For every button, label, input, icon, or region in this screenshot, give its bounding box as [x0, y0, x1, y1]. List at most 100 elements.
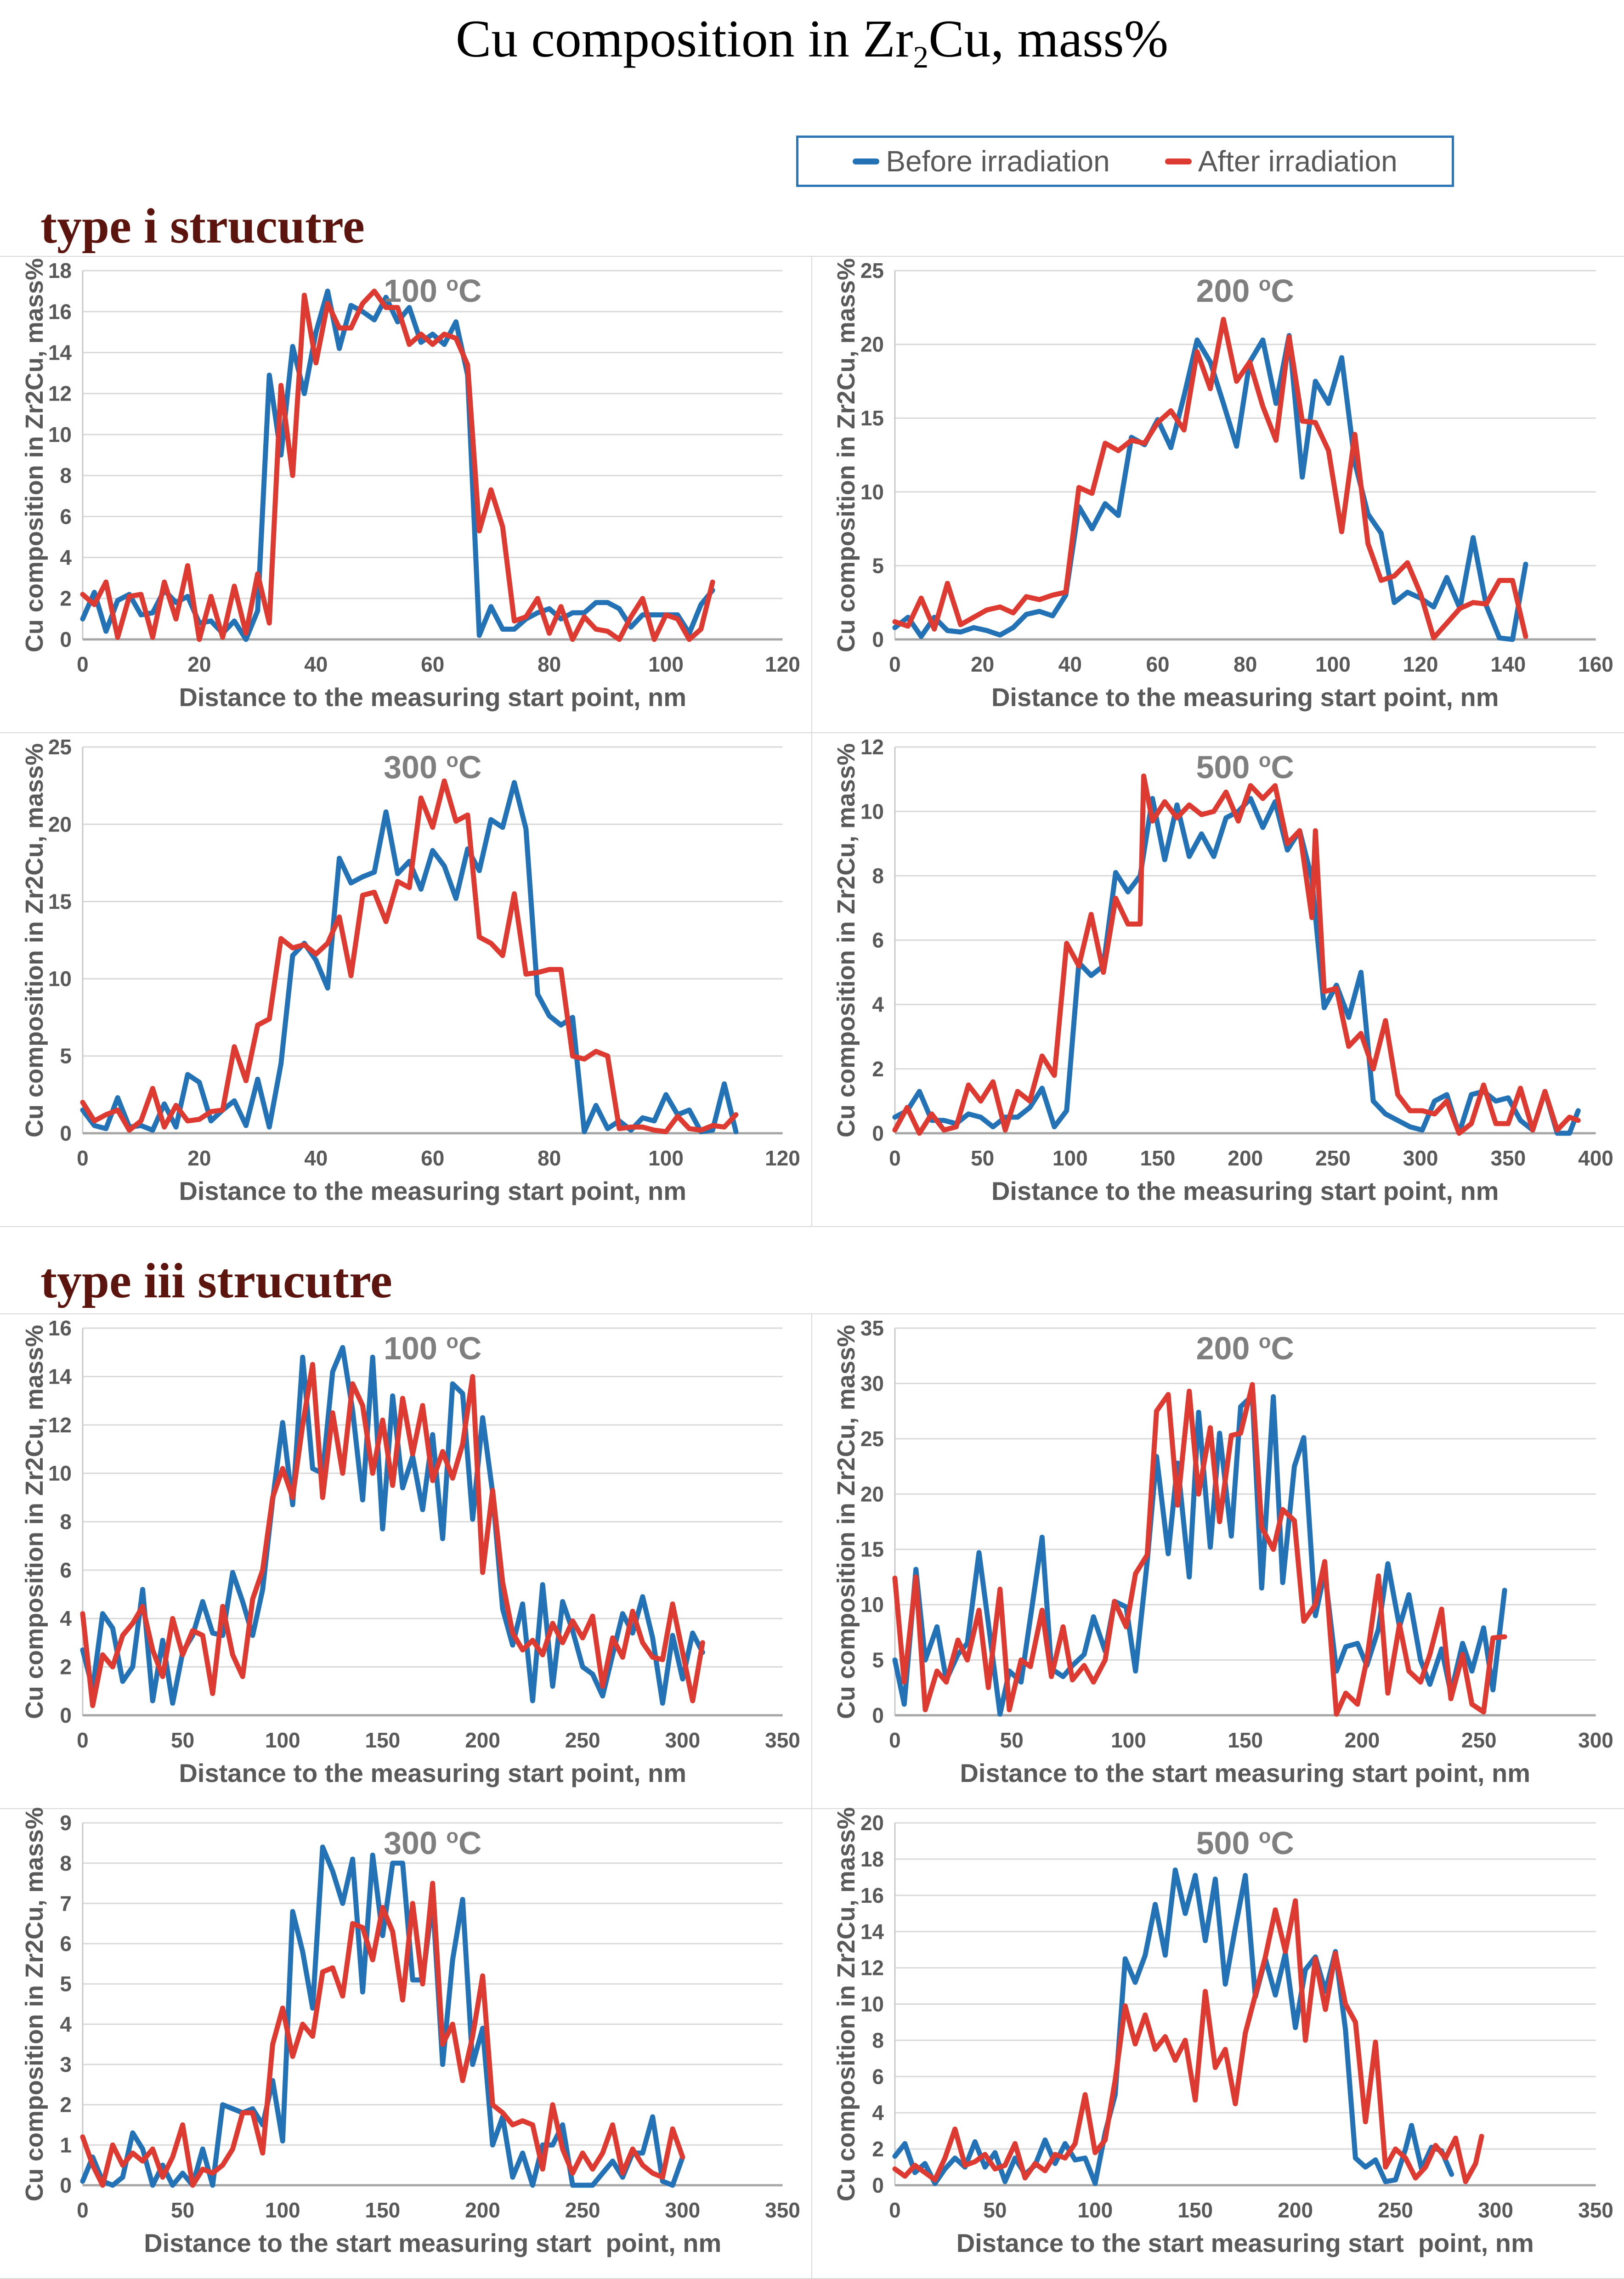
svg-text:160: 160 [1578, 652, 1613, 676]
svg-text:1: 1 [60, 2133, 72, 2157]
svg-text:20: 20 [48, 812, 72, 836]
svg-text:10: 10 [860, 480, 883, 504]
svg-text:150: 150 [365, 2198, 401, 2222]
svg-text:14: 14 [48, 341, 72, 365]
svg-text:0: 0 [889, 1146, 901, 1170]
svg-text:4: 4 [60, 1606, 72, 1630]
x-axis-title: Distance to the start measuring start po… [895, 1758, 1596, 1788]
svg-text:15: 15 [48, 889, 72, 913]
svg-text:2: 2 [60, 2093, 72, 2117]
svg-text:10: 10 [48, 423, 72, 447]
svg-text:14: 14 [860, 1920, 884, 1944]
svg-text:20: 20 [860, 1482, 883, 1506]
after-irradiation-swatch-icon [1165, 158, 1192, 164]
svg-text:25: 25 [860, 1427, 883, 1451]
svg-text:100: 100 [1111, 1728, 1146, 1752]
svg-text:16: 16 [860, 1883, 883, 1907]
svg-text:4: 4 [872, 993, 884, 1017]
svg-text:200: 200 [465, 2198, 500, 2222]
svg-text:0: 0 [872, 1121, 884, 1145]
chart-title: 200 oC [895, 272, 1596, 309]
svg-text:14: 14 [48, 1364, 72, 1388]
x-axis-title: Distance to the measuring start point, n… [83, 1176, 783, 1206]
svg-text:4: 4 [872, 2101, 884, 2125]
svg-text:16: 16 [48, 1316, 72, 1340]
figure-header: Cu composition in Zr2Cu, mass% Before ir… [0, 0, 1624, 256]
svg-text:18: 18 [48, 259, 72, 283]
svg-text:150: 150 [1228, 1728, 1263, 1752]
svg-text:400: 400 [1578, 1146, 1613, 1170]
svg-text:2: 2 [60, 1655, 72, 1679]
chart-title: 300 oC [83, 1825, 783, 1861]
svg-text:200: 200 [1278, 2198, 1313, 2222]
svg-text:0: 0 [889, 652, 901, 676]
svg-text:20: 20 [971, 652, 994, 676]
svg-text:100: 100 [1315, 652, 1351, 676]
svg-text:5: 5 [872, 554, 884, 577]
svg-text:0: 0 [77, 652, 89, 676]
svg-text:0: 0 [872, 2173, 884, 2197]
svg-text:250: 250 [1378, 2198, 1413, 2222]
x-axis-title: Distance to the measuring start point, n… [895, 1176, 1596, 1206]
x-axis-title: Distance to the measuring start point, n… [83, 1758, 783, 1788]
svg-text:30: 30 [860, 1372, 883, 1396]
svg-text:6: 6 [60, 504, 72, 528]
svg-text:0: 0 [872, 628, 884, 651]
svg-text:6: 6 [872, 2064, 884, 2088]
svg-text:100: 100 [265, 1728, 300, 1752]
svg-text:150: 150 [365, 1728, 401, 1752]
legend-item-after: After irradiation [1165, 144, 1398, 178]
svg-text:250: 250 [565, 2198, 600, 2222]
svg-text:120: 120 [765, 1146, 800, 1170]
chart-title: 500 oC [895, 749, 1596, 786]
svg-text:50: 50 [171, 1728, 194, 1752]
svg-text:2: 2 [60, 587, 72, 611]
svg-text:15: 15 [860, 406, 883, 430]
svg-text:9: 9 [60, 1811, 72, 1835]
svg-text:35: 35 [860, 1316, 883, 1340]
svg-text:140: 140 [1490, 652, 1526, 676]
svg-text:60: 60 [421, 652, 444, 676]
svg-text:200: 200 [1344, 1728, 1380, 1752]
svg-text:200: 200 [465, 1728, 500, 1752]
svg-text:0: 0 [60, 1121, 72, 1145]
svg-text:100: 100 [648, 1146, 684, 1170]
svg-text:8: 8 [60, 1851, 72, 1875]
svg-text:80: 80 [1234, 652, 1257, 676]
svg-text:0: 0 [889, 2198, 901, 2222]
svg-text:7: 7 [60, 1891, 72, 1915]
page-title: Cu composition in Zr2Cu, mass% [0, 0, 1624, 96]
chart-title: 100 oC [83, 272, 783, 309]
svg-text:100: 100 [648, 652, 684, 676]
page-title-subscript: 2 [913, 40, 929, 74]
chart-title: 100 oC [83, 1330, 783, 1367]
legend-label-before: Before irradiation [886, 144, 1109, 178]
x-axis-title: Distance to the measuring start point, n… [83, 682, 783, 712]
svg-text:40: 40 [1058, 652, 1081, 676]
svg-text:300: 300 [1403, 1146, 1438, 1170]
svg-text:0: 0 [872, 1703, 884, 1727]
svg-text:100: 100 [1052, 1146, 1087, 1170]
svg-text:350: 350 [765, 2198, 800, 2222]
x-axis-title: Distance to the start measuring start po… [83, 2228, 783, 2258]
svg-text:80: 80 [538, 1146, 561, 1170]
svg-text:8: 8 [60, 1510, 72, 1534]
svg-text:25: 25 [48, 735, 72, 759]
svg-text:20: 20 [187, 1146, 211, 1170]
svg-text:250: 250 [1315, 1146, 1351, 1170]
svg-text:2: 2 [872, 2137, 884, 2161]
svg-text:60: 60 [1146, 652, 1169, 676]
section-band-type-iii: type iii strucutre [0, 1227, 1624, 1313]
